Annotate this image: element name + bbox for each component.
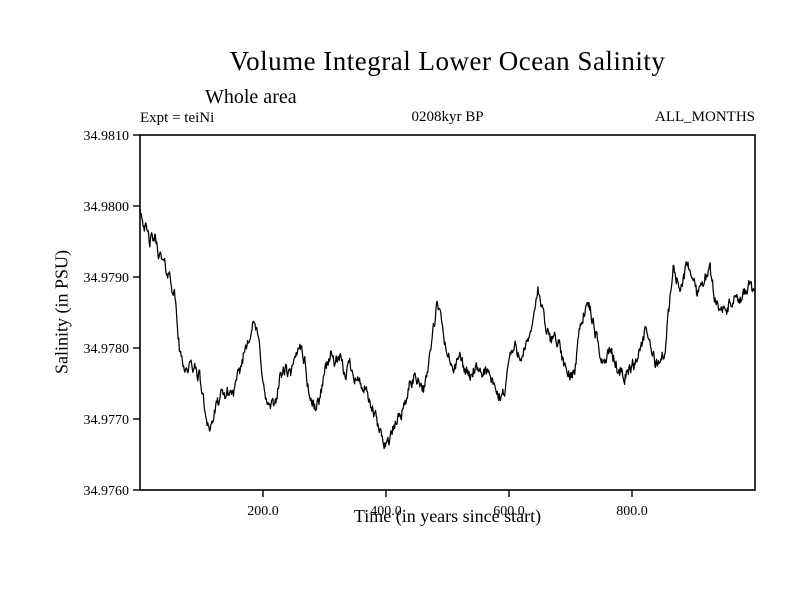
chart-subtitle: Whole area (205, 86, 297, 108)
y-tick-label: 34.9810 (84, 129, 130, 144)
y-tick-label: 34.9800 (84, 200, 130, 215)
y-tick-label: 34.9770 (84, 413, 130, 428)
salinity-line (139, 208, 756, 450)
x-tick-label: 600.0 (493, 504, 525, 519)
experiment-label: Expt = teiNi (140, 110, 215, 126)
kyr-bp-label: 0208kyr BP (411, 109, 484, 125)
all-months-label: ALL_MONTHS (655, 109, 755, 125)
x-tick-label: 400.0 (370, 504, 402, 519)
y-tick-label: 34.9790 (84, 271, 130, 286)
chart-title: Volume Integral Lower Ocean Salinity (229, 46, 666, 76)
x-tick-label: 200.0 (247, 504, 279, 519)
y-tick-label: 34.9760 (84, 484, 130, 499)
plot-frame (139, 134, 756, 491)
y-tick-label: 34.9780 (84, 342, 130, 357)
x-axis-label: Time (in years since start) (353, 506, 542, 526)
x-tick-label: 800.0 (616, 504, 648, 519)
